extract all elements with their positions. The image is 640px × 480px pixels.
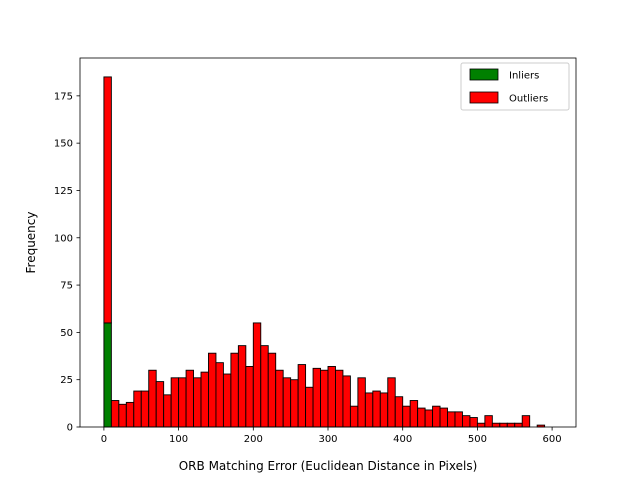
bar-outliers-250 (290, 379, 299, 428)
bar-outliers-50 (140, 390, 150, 428)
y-tick-label: 50 (60, 328, 73, 339)
bar-outliers-90 (170, 377, 180, 428)
legend-swatch-inliers (469, 68, 499, 81)
y-tick-label: 0 (67, 423, 73, 434)
x-tick-label: 500 (468, 434, 487, 445)
bar-outliers-190 (245, 365, 254, 428)
bar-outliers-20 (118, 403, 127, 428)
y-axis-ticks: 0 25 50 75 100 125 150 175 (54, 91, 80, 434)
bar-outliers-450 (439, 407, 448, 428)
x-tick-label: 600 (543, 434, 562, 445)
y-tick-label: 100 (54, 233, 73, 244)
x-tick-label: 100 (169, 434, 188, 445)
x-axis-ticks: 0 100 200 300 400 500 600 (101, 427, 562, 445)
bar-outliers-490 (469, 417, 478, 428)
bar-outliers-320 (342, 375, 351, 428)
bar-outliers-500 (476, 422, 486, 428)
bar-outliers-310 (335, 369, 344, 428)
bar-outliers-0 (103, 76, 112, 324)
bar-outliers-210 (260, 345, 269, 428)
bar-outliers-300 (327, 365, 336, 428)
bar-outliers-60 (148, 369, 157, 428)
bar-outliers-170 (230, 352, 239, 428)
bar-outliers-520 (491, 422, 501, 428)
legend: Inliers Outliers (460, 62, 570, 111)
bar-outliers-430 (424, 409, 434, 428)
x-tick-label: 0 (101, 434, 107, 445)
bar-outliers-290 (320, 369, 329, 428)
x-tick-label: 300 (318, 434, 337, 445)
bar-outliers-440 (432, 405, 441, 428)
bar-outliers-510 (484, 415, 493, 428)
bar-outliers-400 (402, 405, 411, 428)
legend-swatch-outliers (469, 91, 499, 104)
bar-outliers-380 (387, 377, 396, 428)
x-tick-label: 200 (244, 434, 263, 445)
bar-outliers-340 (357, 377, 366, 428)
bar-outliers-150 (215, 362, 224, 428)
bar-outliers-550 (514, 422, 523, 428)
bar-outliers-110 (185, 369, 194, 428)
bar-outliers-30 (125, 401, 135, 428)
bar-outliers-160 (222, 373, 232, 428)
bar-outliers-240 (282, 377, 292, 428)
bar-outliers-460 (447, 411, 456, 428)
bar-outliers-40 (133, 390, 142, 428)
bar-outliers-10 (110, 400, 120, 428)
bar-outliers-370 (379, 392, 389, 428)
bar-outliers-410 (409, 400, 419, 428)
bar-outliers-200 (252, 322, 262, 428)
bar-outliers-120 (193, 377, 202, 428)
bar-outliers-270 (305, 386, 314, 428)
y-tick-label: 175 (54, 91, 73, 102)
bar-outliers-130 (200, 371, 209, 428)
y-tick-label: 75 (60, 281, 73, 292)
x-axis-label: ORB Matching Error (Euclidean Distance i… (179, 459, 478, 473)
bar-outliers-560 (521, 415, 531, 428)
bars-layer (103, 76, 546, 428)
y-axis-label: Frequency (24, 212, 38, 274)
bar-outliers-390 (394, 396, 404, 428)
bar-outliers-260 (297, 364, 307, 428)
bar-outliers-180 (237, 345, 247, 428)
bar-outliers-100 (178, 377, 187, 428)
y-tick-label: 25 (60, 375, 73, 386)
x-tick-label: 400 (393, 434, 412, 445)
bar-outliers-530 (499, 422, 508, 428)
bar-outliers-70 (155, 381, 165, 428)
bar-outliers-230 (275, 369, 284, 428)
bar-outliers-280 (312, 367, 321, 428)
bar-outliers-220 (267, 352, 277, 428)
bar-outliers-80 (163, 394, 172, 428)
bar-outliers-360 (372, 390, 381, 428)
legend-label-outliers: Outliers (509, 94, 548, 105)
bar-outliers-470 (454, 411, 463, 428)
y-tick-label: 150 (54, 139, 73, 150)
y-tick-label: 125 (54, 186, 73, 197)
bar-outliers-140 (208, 352, 217, 428)
bar-inliers-0 (103, 322, 112, 428)
bar-outliers-480 (462, 415, 471, 428)
bar-outliers-540 (506, 422, 516, 428)
bar-outliers-350 (364, 392, 374, 428)
bar-outliers-420 (417, 407, 426, 428)
legend-label-inliers: Inliers (509, 71, 539, 82)
bar-outliers-330 (349, 405, 359, 428)
